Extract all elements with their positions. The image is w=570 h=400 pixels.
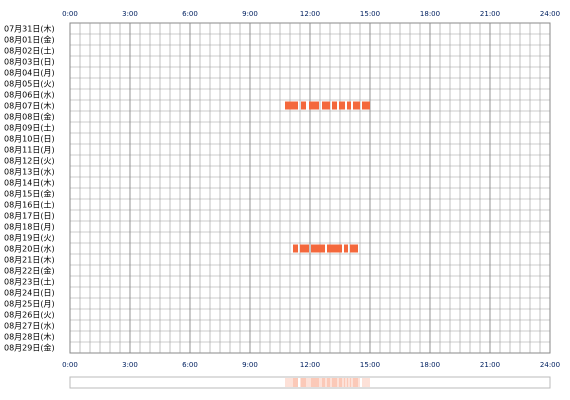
row-label: 08月19日(火) — [4, 234, 55, 243]
row-label: 08月24日(日) — [4, 289, 55, 298]
row-label: 08月14日(木) — [4, 178, 55, 188]
row-label: 08月17日(日) — [4, 212, 55, 221]
summary-bar — [322, 378, 330, 387]
x-tick-label: 12:00 — [300, 361, 320, 369]
row-label: 08月06日(水) — [4, 90, 55, 100]
activity-bar — [293, 244, 298, 253]
activity-bar — [344, 244, 348, 253]
row-label: 08月25日(月) — [4, 300, 55, 309]
row-label: 08月20日(水) — [4, 244, 55, 254]
x-tick-label: 3:00 — [122, 361, 138, 369]
activity-bar — [362, 101, 370, 110]
row-label: 08月27日(水) — [4, 321, 55, 331]
x-tick-label: 9:00 — [242, 361, 258, 369]
summary-bar — [350, 378, 358, 387]
activity-bar — [353, 101, 360, 110]
summary-bar — [285, 378, 298, 387]
summary-bar — [344, 378, 348, 387]
activity-bar — [347, 101, 351, 110]
x-tick-label: 0:00 — [62, 10, 78, 18]
activity-bar — [327, 244, 342, 253]
summary-bar — [347, 378, 351, 387]
row-label: 08月08日(金) — [4, 112, 55, 122]
row-label: 08月13日(水) — [4, 167, 55, 177]
row-label: 08月15日(金) — [4, 189, 55, 199]
summary-bar — [300, 378, 309, 387]
summary-bar — [362, 378, 370, 387]
summary-bar — [339, 378, 345, 387]
x-tick-label: 9:00 — [242, 10, 258, 18]
x-tick-label: 3:00 — [122, 10, 138, 18]
x-tick-label: 15:00 — [360, 10, 380, 18]
summary-bar — [327, 378, 342, 387]
row-label: 08月01日(金) — [4, 35, 55, 45]
activity-bar — [350, 244, 358, 253]
row-label: 08月05日(火) — [4, 80, 55, 89]
row-label: 08月26日(火) — [4, 311, 55, 320]
activity-bar — [311, 244, 325, 253]
x-tick-label: 24:00 — [540, 10, 560, 18]
x-tick-label: 12:00 — [300, 10, 320, 18]
row-label: 08月18日(月) — [4, 223, 55, 232]
row-label: 08月21日(木) — [4, 255, 55, 265]
row-label: 08月11日(月) — [4, 146, 55, 155]
x-tick-label: 6:00 — [182, 10, 198, 18]
x-tick-label: 18:00 — [420, 361, 440, 369]
summary-strip — [69, 376, 551, 389]
activity-bar — [332, 101, 337, 110]
summary-bar — [332, 378, 337, 387]
x-tick-label: 21:00 — [480, 361, 500, 369]
x-tick-label: 6:00 — [182, 361, 198, 369]
x-tick-label: 0:00 — [62, 361, 78, 369]
summary-bar — [311, 378, 325, 387]
summary-bar — [309, 378, 319, 387]
row-label: 08月07日(木) — [4, 101, 55, 111]
activity-bar — [322, 101, 330, 110]
row-label: 08月22日(金) — [4, 266, 55, 276]
activity-bar — [339, 101, 345, 110]
row-label: 08月04日(月) — [4, 69, 55, 78]
activity-bar — [300, 244, 309, 253]
x-tick-label: 18:00 — [420, 10, 440, 18]
x-tick-label: 24:00 — [540, 361, 560, 369]
row-label: 08月10日(日) — [4, 135, 55, 144]
activity-bar — [285, 101, 298, 110]
row-label: 07月31日(木) — [4, 24, 55, 34]
summary-bar — [301, 378, 306, 387]
row-label: 08月23日(土) — [4, 277, 55, 287]
activity-bar — [301, 101, 306, 110]
row-label: 08月09日(土) — [4, 123, 55, 133]
row-label: 08月29日(金) — [4, 343, 55, 353]
summary-bar — [293, 378, 298, 387]
row-label: 08月16日(土) — [4, 200, 55, 210]
activity-bar — [309, 101, 319, 110]
row-label: 08月12日(火) — [4, 157, 55, 166]
row-label: 08月03日(日) — [4, 58, 55, 67]
summary-bar — [353, 378, 360, 387]
x-tick-label: 21:00 — [480, 10, 500, 18]
row-label: 08月02日(土) — [4, 46, 55, 56]
row-label: 08月28日(木) — [4, 332, 55, 342]
x-tick-label: 15:00 — [360, 361, 380, 369]
